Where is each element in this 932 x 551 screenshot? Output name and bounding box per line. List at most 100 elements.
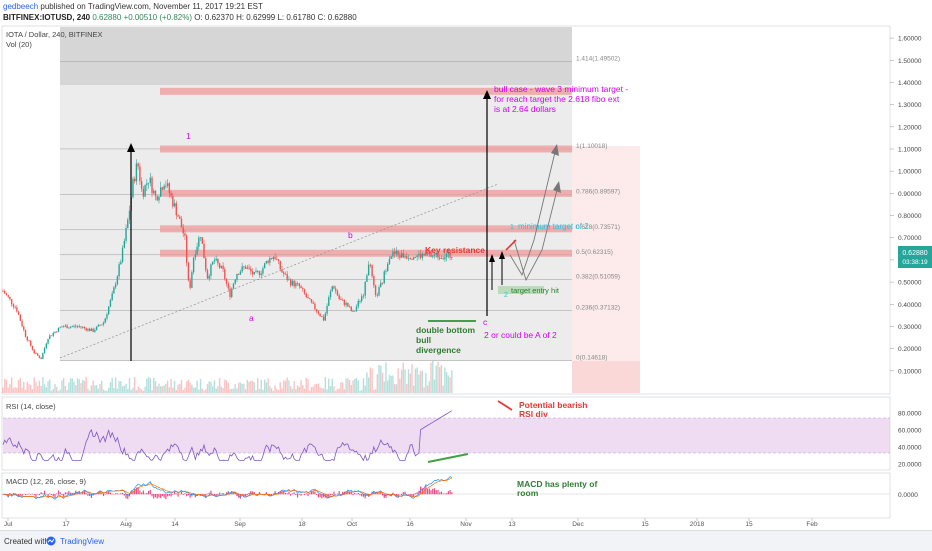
- candle-body: [299, 283, 300, 286]
- volume-bar: [205, 389, 206, 393]
- candle-body: [332, 286, 333, 291]
- macd-hist-bar: [285, 493, 286, 494]
- price-tick-label: 0.80000: [898, 213, 922, 220]
- volume-bar: [56, 387, 57, 393]
- candle-body: [290, 279, 291, 285]
- macd-hist-bar: [103, 494, 104, 496]
- volume-bar: [82, 380, 83, 393]
- candle-body: [316, 309, 317, 311]
- volume-bar: [262, 390, 263, 393]
- volume-bar: [312, 387, 313, 393]
- candle-body: [441, 258, 442, 259]
- rsi-legend: RSI (14, close): [6, 402, 56, 411]
- candle-body: [410, 258, 411, 259]
- time-tick-label: Jul: [4, 521, 13, 528]
- volume-bar: [373, 390, 374, 393]
- price-tick-label: 1.10000: [898, 147, 922, 154]
- macd-hist-bar: [157, 494, 158, 498]
- volume-bar: [238, 383, 239, 393]
- volume-bar: [326, 389, 327, 393]
- macd-hist-bar: [382, 494, 383, 496]
- volume-bar: [110, 382, 111, 393]
- volume-bar: [297, 385, 298, 393]
- volume-bar: [364, 386, 365, 393]
- volume-bar: [252, 381, 253, 393]
- candle-body: [113, 287, 114, 293]
- volume-bar: [293, 381, 294, 393]
- chart-canvas[interactable]: 1.414(1.49502)1(1.10018)0.786(0.89597)0.…: [0, 0, 932, 530]
- volume-bar: [378, 365, 379, 393]
- volume-bar: [299, 387, 300, 393]
- volume-bar: [304, 389, 305, 393]
- target-entry-label: target entry hit: [511, 286, 560, 295]
- volume-bar: [30, 385, 31, 393]
- macd-hist-bar: [148, 491, 149, 494]
- rsi-tick-label: 40.0000: [898, 444, 922, 451]
- volume-bar: [14, 387, 15, 393]
- volume-bar: [79, 379, 80, 393]
- candle-body: [240, 272, 241, 275]
- volume-bar: [203, 391, 204, 393]
- candle-body: [306, 294, 307, 297]
- candle-body: [243, 266, 244, 267]
- time-tick-label: Oct: [347, 521, 357, 528]
- candle-body: [9, 297, 10, 299]
- candle-body: [252, 271, 253, 274]
- volume-bar: [224, 380, 225, 393]
- candle-body: [195, 254, 196, 257]
- volume-bar: [269, 386, 270, 393]
- volume-bar: [352, 380, 353, 393]
- candle-body: [373, 276, 374, 285]
- volume-bar: [441, 365, 442, 393]
- volume-bar: [344, 389, 345, 393]
- candle-body: [370, 265, 371, 266]
- candle-body: [328, 297, 329, 306]
- volume-bar: [247, 380, 248, 393]
- volume-bar: [229, 389, 230, 393]
- macd-hist-bar: [155, 494, 156, 497]
- macd-hist-bar: [354, 493, 355, 495]
- macd-hist-bar: [177, 494, 178, 497]
- wave-1-label: 1: [186, 131, 191, 141]
- tradingview-brand[interactable]: TradingView: [60, 537, 104, 546]
- candle-body: [68, 328, 69, 329]
- volume-bar: [177, 385, 178, 393]
- macd-hist-bar: [153, 494, 154, 499]
- price-tick-label: 1.50000: [898, 58, 922, 65]
- macd-hist-bar: [53, 494, 54, 496]
- volume-bar: [271, 388, 272, 393]
- volume-bar: [162, 386, 163, 393]
- resistance-band: [160, 190, 572, 197]
- price-tick-label: 0.40000: [898, 302, 922, 309]
- macd-hist-bar: [299, 494, 300, 495]
- candle-body: [47, 339, 48, 344]
- macd-axis[interactable]: 0.0000: [898, 492, 918, 499]
- candle-body: [311, 299, 312, 302]
- rsi-tick-label: 80.0000: [898, 410, 922, 417]
- candle-body: [371, 265, 372, 276]
- volume-bar: [335, 391, 336, 393]
- macd-hist-bar: [307, 494, 308, 496]
- macd-hist-bar: [333, 492, 334, 495]
- time-tick-label: Aug: [120, 521, 132, 528]
- volume-bar: [174, 381, 175, 393]
- candle-body: [11, 299, 12, 304]
- volume-bar: [448, 375, 449, 393]
- volume-bar: [46, 387, 47, 393]
- candle-body: [380, 283, 381, 287]
- macd-hist-bar: [169, 494, 170, 496]
- price-tick-label: 0.70000: [898, 235, 922, 242]
- volume-bar: [195, 388, 196, 393]
- candle-body: [139, 166, 140, 181]
- candle-body: [384, 271, 385, 283]
- macd-hist-bar: [332, 494, 333, 495]
- candle-body: [162, 187, 163, 189]
- candle-body: [172, 196, 173, 206]
- price-axis[interactable]: 1.600001.500001.400001.300001.200001.100…: [890, 36, 922, 376]
- candle-body: [247, 267, 248, 268]
- volume-bar: [27, 382, 28, 393]
- candle-body: [40, 358, 41, 359]
- candle-body: [404, 256, 405, 257]
